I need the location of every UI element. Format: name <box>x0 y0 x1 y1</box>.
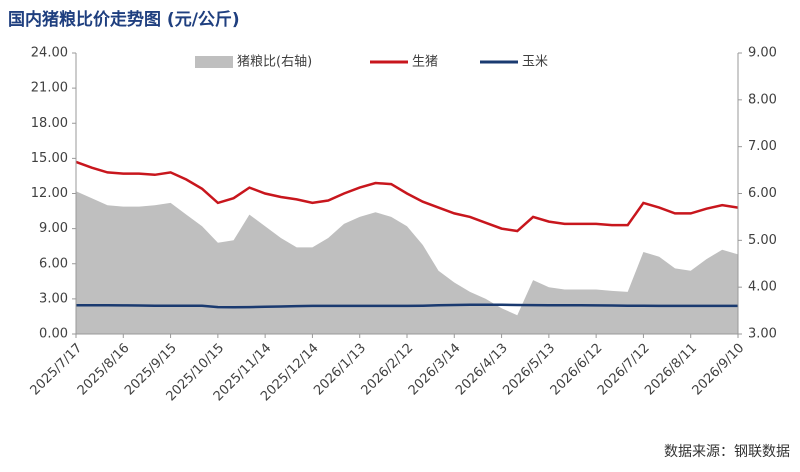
y2-tick-label: 8.00 <box>748 92 777 107</box>
source: 数据来源：钢联数据 <box>664 444 790 460</box>
y-tick-label: 21.00 <box>31 81 68 96</box>
legend-label: 玉米 <box>522 55 548 70</box>
legend-label: 生猪 <box>412 55 438 70</box>
y-tick-label: 3.00 <box>39 291 68 306</box>
y-tick-label: 15.00 <box>31 151 68 166</box>
y2-tick-label: 6.00 <box>748 186 777 201</box>
y2-tick-label: 9.00 <box>748 46 777 61</box>
y2-tick-label: 7.00 <box>748 139 777 154</box>
area <box>76 191 738 334</box>
y-tick-label: 6.00 <box>39 256 68 271</box>
y-tick-label: 0.00 <box>39 327 68 342</box>
legend-swatch <box>195 56 233 68</box>
y2-tick-label: 4.00 <box>748 280 777 295</box>
line <box>76 303 738 309</box>
line <box>75 160 739 233</box>
y-tick-label: 12.00 <box>31 186 68 201</box>
y-tick-label: 18.00 <box>31 116 68 131</box>
y-tick-label: 9.00 <box>39 221 68 236</box>
y2-tick-label: 3.00 <box>748 327 777 342</box>
chart-title: 国内猪粮比价走势图 (元/公斤) <box>8 9 240 30</box>
y-tick-label: 24.00 <box>31 46 68 61</box>
legend-label: 猪粮比(右轴) <box>237 55 312 70</box>
x-tick-label: 2026/9/10 <box>690 341 748 399</box>
y2-tick-label: 5.00 <box>748 233 777 248</box>
